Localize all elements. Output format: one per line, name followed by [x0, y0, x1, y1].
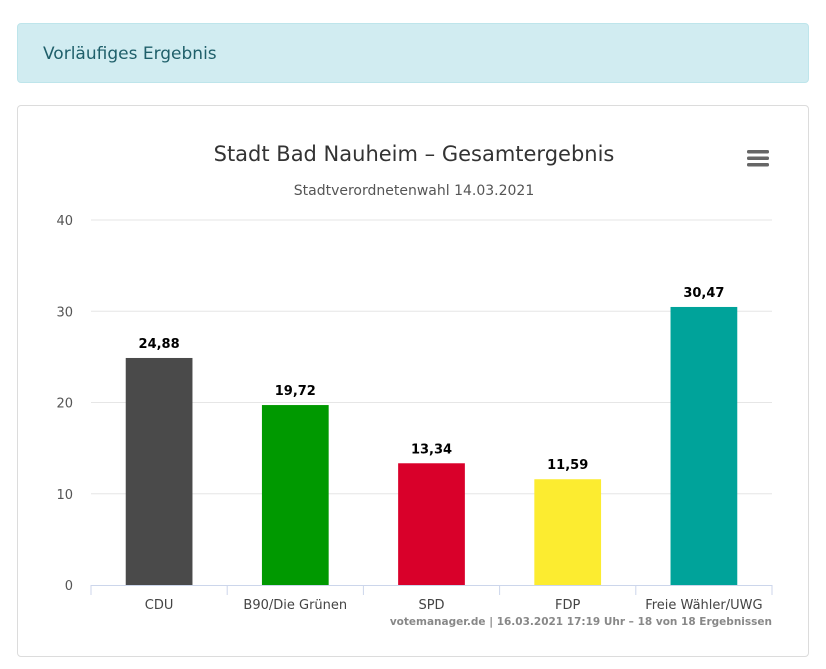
status-alert: Vorläufiges Ergebnis — [17, 23, 809, 83]
hamburger-menu-icon — [747, 150, 769, 167]
chart-credits[interactable]: votemanager.de | 16.03.2021 17:19 Uhr – … — [390, 616, 772, 628]
y-tick-label: 40 — [56, 214, 73, 229]
bar-freie-w-hler-uwg[interactable] — [670, 306, 738, 585]
bar-spd[interactable] — [398, 463, 465, 585]
data-label: 30,47 — [683, 286, 724, 301]
x-tick-label: B90/Die Grünen — [243, 598, 347, 613]
y-tick-label: 0 — [65, 579, 73, 594]
y-tick-label: 20 — [56, 397, 73, 412]
bar-fdp[interactable] — [534, 479, 602, 585]
bar-cdu[interactable] — [125, 357, 193, 585]
data-label: 13,34 — [411, 442, 452, 457]
x-tick-label: SPD — [418, 598, 444, 613]
y-tick-label: 10 — [56, 488, 73, 503]
data-label: 11,59 — [547, 458, 588, 473]
data-label: 19,72 — [275, 384, 316, 399]
y-tick-label: 30 — [56, 305, 73, 320]
context-menu-button[interactable] — [740, 144, 776, 172]
bar-b90-die-gr-nen[interactable] — [261, 405, 329, 585]
chart-subtitle: Stadtverordnetenwahl 14.03.2021 — [294, 183, 535, 199]
x-tick-label: Freie Wähler/UWG — [645, 598, 762, 613]
x-tick-label: FDP — [555, 598, 580, 613]
chart-title: Stadt Bad Nauheim – Gesamtergebnis — [214, 142, 615, 166]
data-label: 24,88 — [139, 337, 180, 352]
x-tick-label: CDU — [145, 598, 174, 613]
